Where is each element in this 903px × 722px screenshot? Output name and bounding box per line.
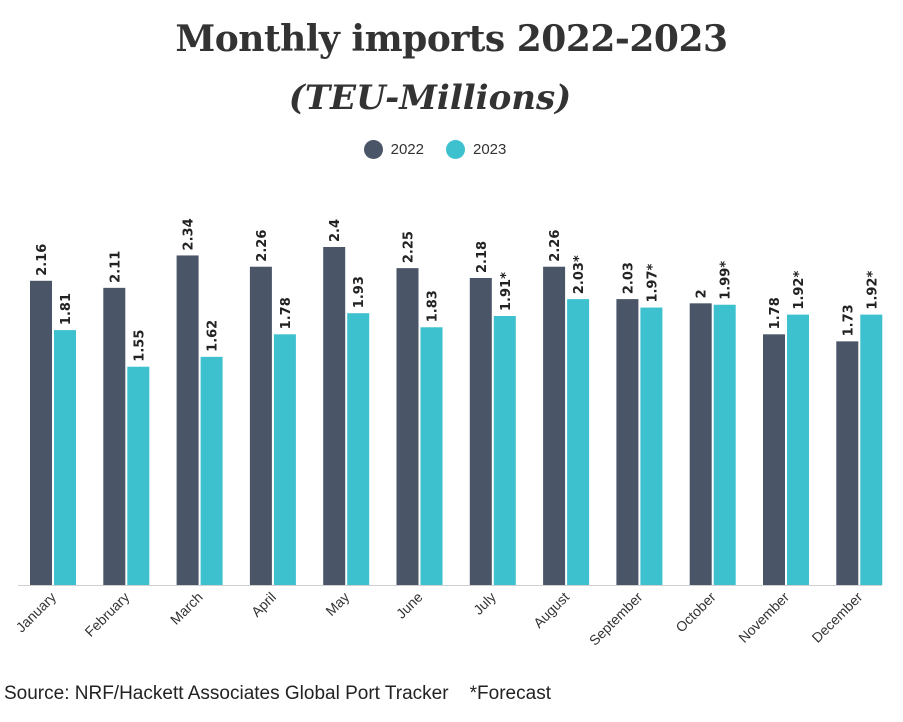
x-tick-label-january: January [13, 589, 60, 636]
data-label-2022-september: 2.03 [621, 262, 636, 294]
legend: 2022 2023 [0, 140, 870, 159]
x-tick-label-august: August [530, 589, 572, 631]
bar-2022-january [30, 280, 52, 585]
bar-2022-june [396, 268, 419, 585]
data-label-2022-february: 2.11 [108, 251, 123, 283]
data-label-2023-march: 1.62 [206, 320, 221, 352]
bar-2023-october [713, 304, 736, 585]
legend-label-2022: 2022 [390, 141, 424, 158]
legend-label-2023: 2023 [473, 141, 507, 158]
data-label-2023-february: 1.55 [132, 330, 147, 362]
data-label-2023-april: 1.78 [279, 297, 294, 329]
data-label-2023-october: 1.99* [719, 261, 734, 300]
legend-item-2022: 2022 [363, 140, 424, 159]
bar-2022-december [836, 341, 859, 585]
data-label-2022-january: 2.16 [35, 244, 50, 276]
data-label-2023-june: 1.83 [426, 290, 441, 322]
legend-item-2023: 2023 [446, 140, 506, 159]
x-tick-label-may: May [322, 589, 352, 619]
bar-2022-november [763, 334, 785, 585]
bar-2022-july [469, 277, 492, 585]
data-label-2022-june: 2.25 [402, 231, 417, 263]
bar-2023-april [273, 334, 296, 585]
data-label-2022-march: 2.34 [182, 218, 197, 250]
bar-2023-may [347, 313, 370, 585]
x-tick-label-december: December [808, 589, 865, 646]
x-tick-label-november: November [735, 589, 792, 646]
legend-swatch-2023 [446, 140, 465, 159]
data-label-2023-december: 1.92* [865, 271, 880, 310]
bar-chart: 2.16 1.81 January 2.11 1.55 February 2.34 1.62 M… [13, 218, 883, 649]
x-tick-label-april: April [248, 589, 279, 620]
chart-subtitle: (TEU-Millions) [288, 78, 572, 118]
source-note: Source: NRF/Hackett Associates Global Po… [4, 683, 551, 704]
x-tick-label-september: September [586, 589, 646, 649]
data-label-2023-november: 1.92* [792, 271, 807, 310]
chart-title: Monthly imports 2022-2023 [175, 18, 728, 60]
bar-2022-october [689, 303, 712, 585]
bar-2022-february [103, 287, 126, 585]
data-label-2023-may: 1.93 [352, 276, 367, 308]
bar-2023-june [420, 327, 443, 585]
data-label-2022-december: 1.73 [841, 304, 856, 336]
data-label-2022-august: 2.26 [548, 230, 563, 262]
data-label-2022-november: 1.78 [768, 297, 783, 329]
bar-2022-may [323, 247, 346, 585]
legend-swatch-2022 [363, 140, 383, 159]
bar-2022-september [616, 299, 639, 585]
bar-2023-january [54, 330, 76, 585]
data-label-2022-october: 2 [695, 289, 710, 298]
data-label-2023-august: 2.03* [572, 255, 587, 294]
bar-2023-december [860, 314, 883, 585]
x-tick-label-march: March [167, 589, 206, 628]
bar-2023-november [787, 314, 809, 585]
bar-2022-august [543, 266, 566, 585]
x-tick-label-october: October [672, 589, 719, 636]
data-label-2023-september: 1.97* [645, 263, 660, 302]
data-label-2023-july: 1.91* [499, 272, 514, 311]
x-tick-label-july: July [470, 589, 499, 618]
bar-2023-august [567, 299, 590, 585]
x-tick-label-june: June [393, 589, 426, 622]
bar-2023-july [493, 316, 516, 585]
data-label-2022-april: 2.26 [255, 230, 270, 262]
bar-2023-september [640, 307, 663, 585]
bar-2023-march [200, 356, 223, 585]
x-tick-label-february: February [81, 589, 132, 640]
data-label-2023-january: 1.81 [59, 293, 74, 325]
data-label-2022-may: 2.4 [328, 219, 343, 242]
bar-2023-february [127, 366, 150, 585]
data-label-2022-july: 2.18 [475, 241, 490, 273]
bar-2022-march [176, 255, 199, 585]
bar-2022-april [249, 266, 272, 585]
